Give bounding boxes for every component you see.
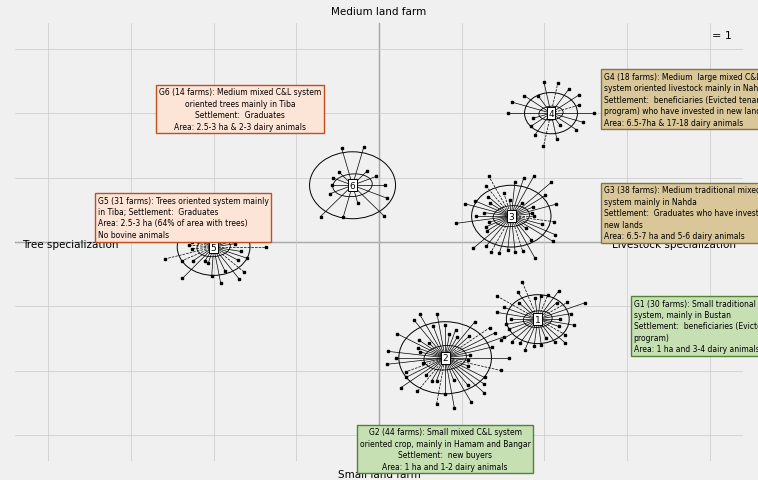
Text: G6 (14 farms): Medium mixed C&L system
oriented trees mainly in Tiba
Settlement:: G6 (14 farms): Medium mixed C&L system o… (159, 88, 321, 132)
Text: 6: 6 (349, 181, 356, 191)
Text: Small land farm: Small land farm (337, 468, 421, 479)
Text: 1: 1 (535, 315, 540, 324)
Text: G3 (38 farms): Medium traditional mixed C&L
system mainly in Nahda
Settlement:  : G3 (38 farms): Medium traditional mixed … (604, 186, 758, 240)
Text: G4 (18 farms): Medium  large mixed C&L
system oriented livestock mainly in Nahda: G4 (18 farms): Medium large mixed C&L sy… (604, 73, 758, 128)
Text: = 1: = 1 (712, 31, 732, 40)
Text: 2: 2 (443, 354, 448, 362)
Text: 5: 5 (211, 243, 217, 252)
Text: 3: 3 (509, 212, 514, 221)
Text: G2 (44 farms): Small mixed C&L system
oriented crop, mainly in Hamam and Bangar
: G2 (44 farms): Small mixed C&L system or… (360, 427, 531, 471)
Text: Tree specialization: Tree specialization (23, 240, 119, 250)
Text: Livestock specialization: Livestock specialization (612, 240, 735, 250)
Text: G5 (31 farms): Trees oriented system mainly
in Tiba; Settlement:  Graduates
Area: G5 (31 farms): Trees oriented system mai… (98, 196, 269, 240)
Text: Medium land farm: Medium land farm (331, 8, 427, 17)
Text: 4: 4 (548, 109, 554, 119)
Text: G1 (30 farms): Small traditional mixed C&L
system, mainly in Bustan
Settlement: : G1 (30 farms): Small traditional mixed C… (634, 299, 758, 354)
